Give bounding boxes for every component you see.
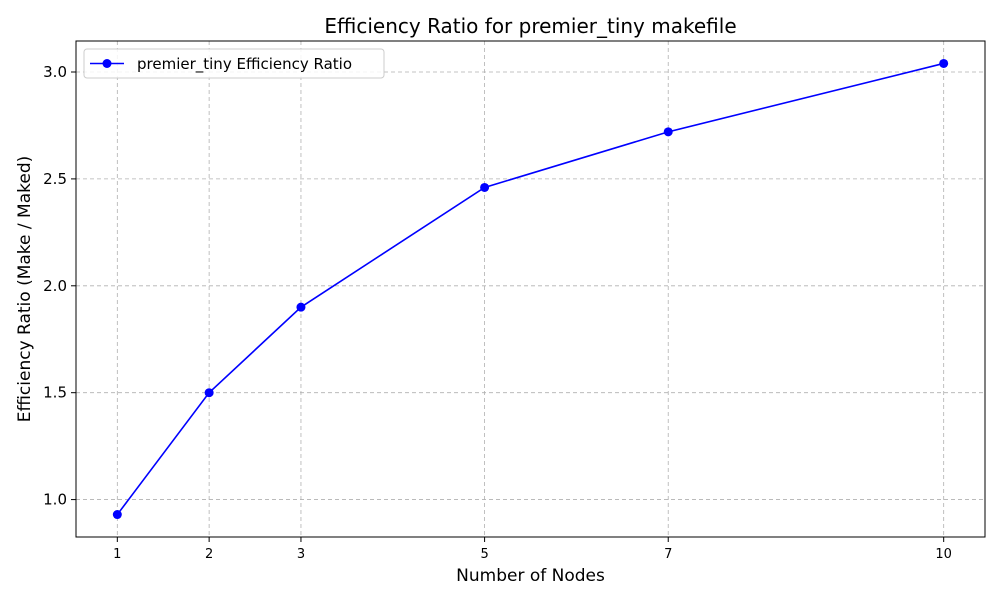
grid-lines bbox=[76, 41, 985, 537]
y-axis: 1.0 1.5 2.0 2.5 3.0 bbox=[43, 63, 76, 509]
chart-title: Efficiency Ratio for premier_tiny makefi… bbox=[324, 14, 736, 38]
x-tick-label: 10 bbox=[935, 547, 952, 562]
x-tick-label: 5 bbox=[480, 547, 488, 562]
data-point bbox=[296, 302, 306, 312]
data-point bbox=[204, 388, 214, 398]
x-tick-label: 2 bbox=[205, 547, 213, 562]
legend-frame bbox=[83, 48, 385, 79]
x-axis: 1 2 3 5 7 10 bbox=[113, 537, 952, 562]
series-line bbox=[116, 62, 944, 516]
data-point bbox=[112, 510, 122, 520]
y-tick-label: 1.5 bbox=[43, 384, 67, 402]
data-point bbox=[939, 58, 949, 68]
y-tick-label: 1.0 bbox=[43, 491, 67, 509]
legend-marker-sample bbox=[102, 59, 112, 68]
y-tick-label: 2.5 bbox=[43, 170, 67, 188]
x-tick-label: 7 bbox=[664, 547, 672, 562]
x-tick-label: 1 bbox=[113, 547, 121, 562]
series-markers bbox=[112, 58, 949, 520]
y-tick-label: 3.0 bbox=[43, 63, 67, 81]
y-axis-label: Efficiency Ratio (Make / Maked) bbox=[15, 156, 35, 423]
y-tick-label: 2.0 bbox=[43, 277, 67, 295]
plot-area-frame bbox=[75, 40, 986, 538]
x-tick-label: 3 bbox=[297, 547, 305, 562]
data-point bbox=[663, 127, 673, 137]
data-point bbox=[480, 182, 490, 192]
legend: premier_tiny Efficiency Ratio bbox=[83, 48, 385, 79]
x-axis-label: Number of Nodes bbox=[456, 566, 605, 586]
legend-label: premier_tiny Efficiency Ratio bbox=[137, 55, 352, 74]
